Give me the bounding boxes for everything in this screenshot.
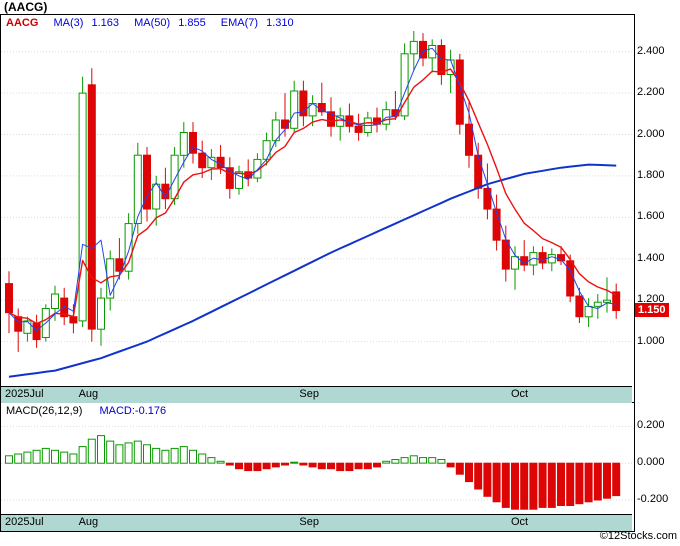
price-tick-label: 1.200 (637, 293, 665, 306)
date-label: Oct (511, 388, 529, 400)
date-label: Aug (78, 516, 99, 528)
last-price-badge: 1.150 (635, 302, 669, 317)
date-axis-price: 2025Jul Aug Sep Oct (1, 386, 632, 403)
date-label: Sep (299, 388, 319, 400)
watermark: ©12Stocks.com (599, 530, 677, 542)
date-label: 2025Jul (5, 516, 44, 528)
legend-ma3-label: MA(3) (53, 17, 84, 29)
legend-ma50-value: 1.855 (178, 17, 206, 29)
price-tick-label: 2.200 (637, 86, 665, 99)
price-chart-canvas (1, 31, 632, 378)
date-label: Oct (511, 516, 529, 528)
legend-ma3-value: 1.163 (91, 17, 119, 29)
date-label: Aug (78, 388, 99, 400)
price-chart-panel: AACG MA(3) 1.163 MA(50) 1.855 EMA(7) 1.3… (0, 14, 635, 404)
legend-ema7-value: 1.310 (266, 17, 294, 29)
macd-header: MACD(26,12,9) MACD:-0.176 (6, 405, 166, 417)
price-tick-label: 1.800 (637, 168, 665, 181)
price-legend: AACG MA(3) 1.163 MA(50) 1.855 EMA(7) 1.3… (6, 17, 306, 29)
legend-symbol: AACG (6, 17, 39, 29)
price-tick-label: 1.000 (637, 334, 665, 347)
macd-canvas (1, 425, 632, 510)
price-tick-label: 1.600 (637, 210, 665, 223)
price-tick-label: 2.000 (637, 127, 665, 140)
macd-tick-label: 0.200 (637, 419, 665, 432)
price-axis-gutter: 1.150 2.400 2.200 2.000 1.800 1.600 1.400 1.20… (634, 0, 680, 546)
macd-panel: MACD(26,12,9) MACD:-0.176 2025Jul Aug Sep O… (0, 402, 635, 532)
date-axis-macd: 2025Jul Aug Sep Oct (1, 514, 632, 531)
legend-ma50-label: MA(50) (134, 17, 171, 29)
macd-tick-label: -0.200 (637, 493, 669, 505)
date-label: 2025Jul (5, 388, 44, 400)
legend-ema7-label: EMA(7) (220, 17, 259, 29)
price-tick-label: 1.400 (637, 251, 665, 264)
macd-value-label: MACD:-0.176 (99, 405, 167, 417)
price-tick-label: 2.400 (637, 44, 665, 57)
date-label: Sep (299, 516, 319, 528)
chart-title: (AACG) (4, 0, 48, 14)
macd-tick-label: 0.000 (637, 456, 665, 469)
macd-settings-label: MACD(26,12,9) (6, 405, 83, 417)
